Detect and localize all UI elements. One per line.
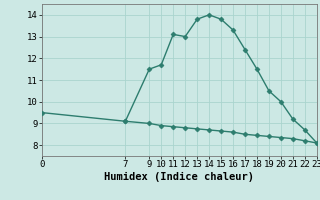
X-axis label: Humidex (Indice chaleur): Humidex (Indice chaleur) — [104, 172, 254, 182]
